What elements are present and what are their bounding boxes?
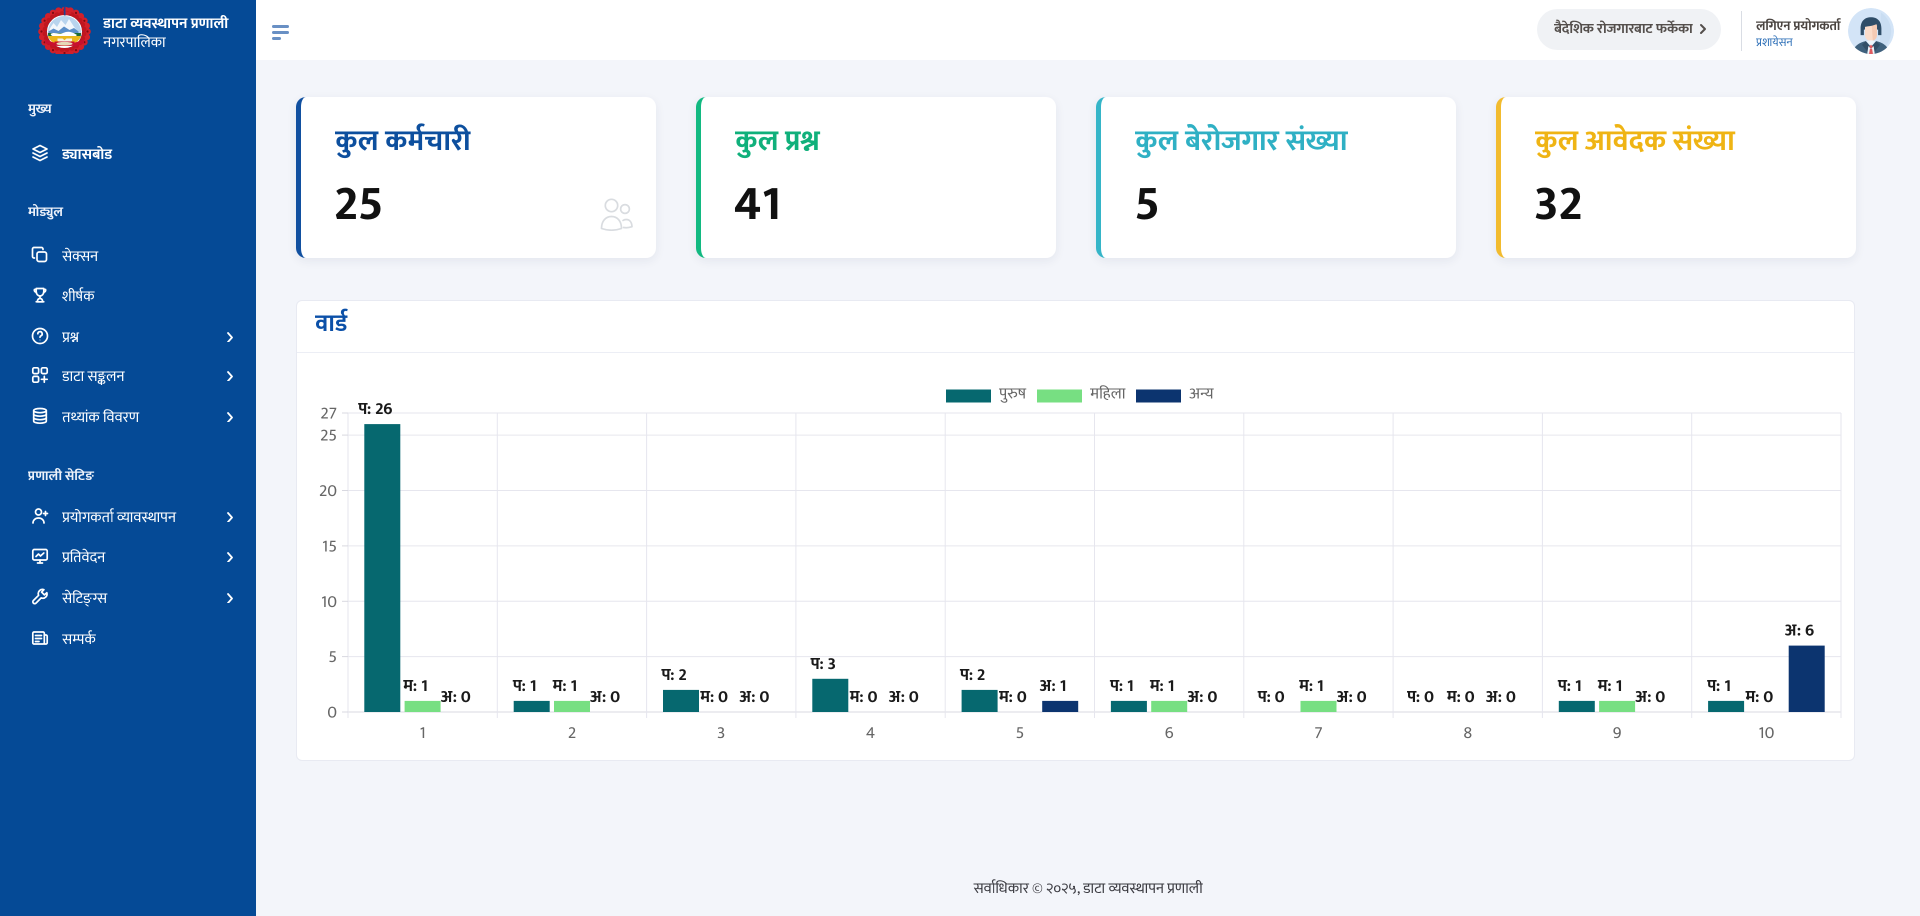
svg-text:म: 0: म: 0 (850, 684, 878, 712)
svg-text:20: 20 (319, 478, 337, 506)
svg-text:8: 8 (1464, 720, 1473, 748)
svg-text:अ: 6: अ: 6 (1784, 618, 1814, 646)
svg-text:प: 1: प: 1 (1558, 673, 1582, 701)
svg-text:प: 26: प: 26 (358, 396, 392, 424)
svg-text:म: 1: म: 1 (553, 673, 578, 701)
svg-text:अ: 0: अ: 0 (440, 684, 471, 712)
svg-text:म: 1: म: 1 (403, 673, 428, 701)
svg-text:5: 5 (328, 644, 337, 672)
svg-text:अ: 0: अ: 0 (888, 684, 919, 712)
svg-text:6: 6 (1165, 720, 1174, 748)
svg-text:प: 2: प: 2 (661, 662, 686, 690)
svg-text:प: 0: प: 0 (1407, 684, 1434, 712)
svg-text:प: 0: प: 0 (1258, 684, 1285, 712)
svg-text:4: 4 (866, 720, 875, 748)
svg-text:अन्य: अन्य (1189, 381, 1214, 408)
svg-text:25: 25 (320, 423, 337, 451)
svg-text:3: 3 (717, 720, 725, 748)
svg-text:प: 1: प: 1 (1707, 673, 1731, 701)
svg-text:प: 1: प: 1 (513, 673, 537, 701)
svg-text:अ: 0: अ: 0 (1187, 684, 1218, 712)
svg-text:अ: 1: अ: 1 (1039, 673, 1067, 701)
svg-text:0: 0 (327, 700, 337, 728)
svg-text:7: 7 (1314, 720, 1322, 748)
svg-text:9: 9 (1613, 720, 1622, 748)
svg-text:महिला: महिला (1090, 381, 1126, 408)
svg-text:1: 1 (419, 720, 425, 748)
svg-text:पुरुष: पुरुष (999, 381, 1027, 408)
svg-text:म: 0: म: 0 (1447, 684, 1475, 712)
svg-text:10: 10 (1758, 720, 1774, 748)
svg-text:10: 10 (321, 589, 337, 617)
svg-text:म: 0: म: 0 (700, 684, 728, 712)
svg-text:5: 5 (1016, 720, 1025, 748)
svg-text:प: 1: प: 1 (1110, 673, 1134, 701)
svg-text:म: 1: म: 1 (1150, 673, 1175, 701)
svg-text:15: 15 (322, 533, 337, 561)
svg-text:म: 0: म: 0 (1746, 684, 1774, 712)
svg-text:27: 27 (320, 401, 337, 429)
svg-text:प: 2: प: 2 (960, 662, 985, 690)
svg-text:म: 1: म: 1 (1598, 673, 1623, 701)
svg-text:अ: 0: अ: 0 (1634, 684, 1665, 712)
svg-text:अ: 0: अ: 0 (589, 684, 620, 712)
svg-text:अ: 0: अ: 0 (1336, 684, 1367, 712)
svg-text:प: 3: प: 3 (811, 651, 837, 679)
svg-text:अ: 0: अ: 0 (1485, 684, 1516, 712)
svg-text:म: 0: म: 0 (999, 684, 1027, 712)
svg-text:अ: 0: अ: 0 (739, 684, 770, 712)
svg-text:2: 2 (568, 720, 576, 748)
svg-text:म: 1: म: 1 (1299, 673, 1324, 701)
